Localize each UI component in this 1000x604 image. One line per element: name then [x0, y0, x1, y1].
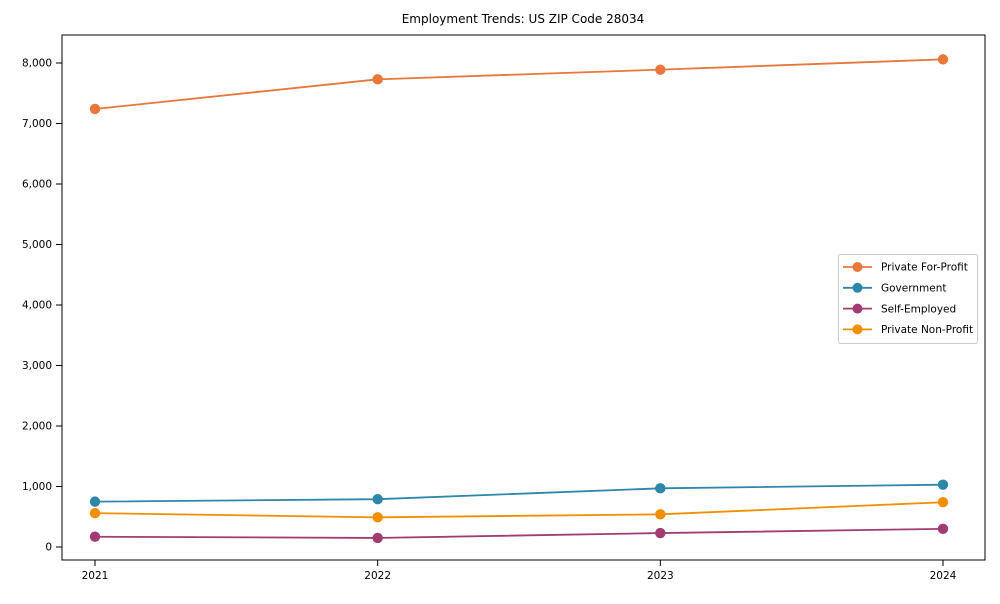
data-point-government — [372, 494, 383, 505]
y-axis-tick-label: 0 — [45, 542, 52, 554]
legend-label-government: Government — [881, 283, 946, 295]
legend-label-private-non-profit: Private Non-Profit — [881, 324, 973, 336]
data-point-private-non-profit — [937, 497, 949, 508]
y-axis-tick-label: 4,000 — [22, 300, 52, 312]
data-point-government — [937, 479, 949, 490]
chart-title: Employment Trends: US ZIP Code 28034 — [402, 12, 645, 26]
x-axis-tick-label: 2023 — [647, 570, 674, 582]
legend-marker-dot-self-employed — [852, 303, 863, 314]
data-point-private-for-profit — [655, 64, 666, 75]
y-axis-tick-label: 6,000 — [22, 179, 52, 191]
data-point-private-non-profit — [372, 512, 383, 523]
data-point-private-for-profit — [937, 54, 949, 65]
series-line-self-employed — [94, 527, 944, 539]
x-axis-tick-label: 2021 — [82, 570, 109, 582]
y-axis-tick-label: 7,000 — [22, 118, 52, 130]
legend-marker-dot-private-for-profit — [852, 262, 863, 272]
y-axis-tick-label: 8,000 — [22, 58, 52, 70]
legend-marker-dot-government — [852, 282, 863, 293]
data-point-private-for-profit — [89, 103, 101, 115]
legend-label-self-employed: Self-Employed — [881, 303, 956, 315]
y-axis-tick-label: 1,000 — [22, 481, 52, 493]
data-point-self-employed — [89, 531, 101, 542]
data-point-private-for-profit — [372, 74, 383, 85]
data-point-private-non-profit — [89, 507, 101, 519]
legend-marker-dot-private-non-profit — [852, 324, 863, 335]
series-line-private-for-profit — [94, 58, 944, 110]
legend-label-private-for-profit: Private For-Profit — [881, 262, 968, 274]
x-axis-tick-label: 2022 — [364, 570, 391, 582]
y-axis-tick-label: 5,000 — [22, 239, 52, 251]
x-axis-tick-label: 2024 — [930, 570, 957, 582]
series-line-government — [94, 483, 944, 503]
data-point-private-non-profit — [655, 509, 666, 520]
y-axis-tick-label: 2,000 — [22, 421, 52, 433]
data-point-self-employed — [655, 527, 666, 539]
y-axis-tick-label: 3,000 — [22, 360, 52, 372]
plot-area: 0 1,000 2,000 3,000 4,000 5,000 6,000 7,000 8,00… — [22, 34, 986, 582]
series-line-private-non-profit — [94, 501, 944, 519]
data-point-self-employed — [372, 532, 383, 544]
data-point-self-employed — [937, 523, 949, 535]
data-point-government — [89, 496, 101, 507]
legend-box — [838, 254, 978, 344]
data-point-government — [655, 483, 666, 494]
plot-border — [61, 34, 986, 561]
